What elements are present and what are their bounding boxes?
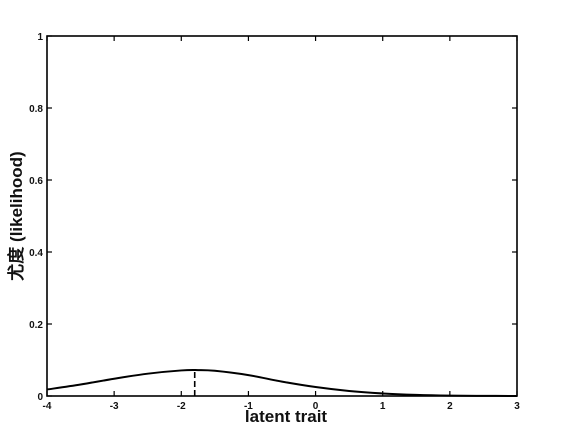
y-tick-label: 0 bbox=[37, 392, 43, 403]
likelihood-curve bbox=[46, 369, 518, 397]
x-tick-label: 1 bbox=[380, 401, 386, 412]
y-tick-label: 0.6 bbox=[29, 176, 43, 187]
series-layer bbox=[46, 369, 518, 397]
plot-border bbox=[46, 35, 518, 397]
x-tick-label: -4 bbox=[43, 401, 52, 412]
y-axis-label: 尤度 (likelihood) bbox=[6, 151, 26, 280]
x-tick-label: -1 bbox=[244, 401, 253, 412]
x-tick-label: -2 bbox=[177, 401, 186, 412]
x-tick-label: 0 bbox=[313, 401, 319, 412]
y-axis-ticks: 0 0.2 0.4 0.6 0.8 1 bbox=[29, 32, 517, 403]
y-tick-label: 0.8 bbox=[29, 104, 43, 115]
y-tick-label: 0.2 bbox=[29, 320, 43, 331]
y-tick-label: 1 bbox=[37, 32, 43, 43]
y-tick-label: 0.4 bbox=[29, 248, 43, 259]
x-axis-label: latent trait bbox=[245, 407, 328, 426]
plot-frame bbox=[46, 35, 518, 397]
x-tick-label: 2 bbox=[447, 401, 453, 412]
x-tick-label: 3 bbox=[514, 401, 520, 412]
x-axis-ticks: -4 -3 -2 -1 0 1 2 3 bbox=[43, 36, 520, 412]
x-tick-label: -3 bbox=[110, 401, 119, 412]
